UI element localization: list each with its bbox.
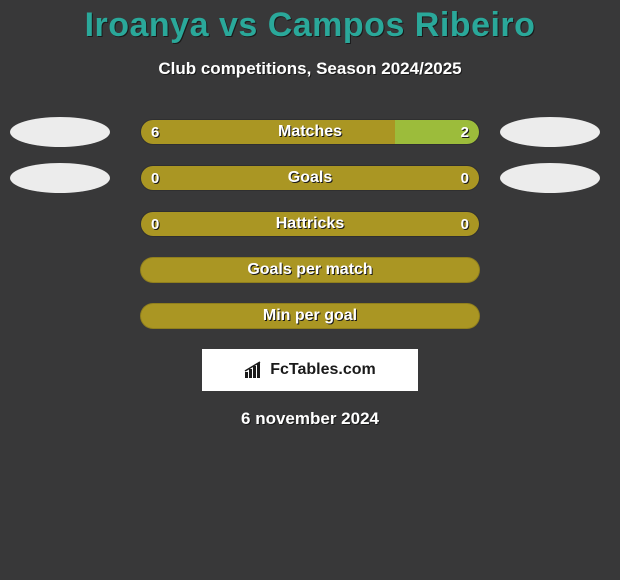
stat-row: 00Goals: [0, 165, 620, 191]
right-flag-icon: [500, 163, 600, 193]
page-title: Iroanya vs Campos Ribeiro: [0, 0, 620, 45]
left-value: 0: [151, 166, 159, 190]
stat-row: Min per goal: [0, 303, 620, 329]
subtitle: Club competitions, Season 2024/2025: [0, 59, 620, 79]
stat-row: Goals per match: [0, 257, 620, 283]
full-bar: Min per goal: [140, 303, 480, 329]
attribution-text: FcTables.com: [270, 361, 376, 379]
stat-rows: 62Matches00Goals00HattricksGoals per mat…: [0, 119, 620, 329]
split-bar: 62Matches: [140, 119, 480, 145]
left-flag-icon: [10, 117, 110, 147]
split-bar: 00Goals: [140, 165, 480, 191]
bar-left-segment: [141, 166, 479, 190]
split-bar: 00Hattricks: [140, 211, 480, 237]
right-value: 0: [461, 212, 469, 236]
comparison-infographic: Iroanya vs Campos Ribeiro Club competiti…: [0, 0, 620, 429]
stat-row: 62Matches: [0, 119, 620, 145]
right-value: 0: [461, 166, 469, 190]
stat-row: 00Hattricks: [0, 211, 620, 237]
bar-left-segment: [141, 212, 479, 236]
left-value: 6: [151, 120, 159, 144]
date-label: 6 november 2024: [0, 409, 620, 429]
right-value: 2: [461, 120, 469, 144]
bar-left-segment: [141, 120, 395, 144]
attribution-badge: FcTables.com: [202, 349, 418, 391]
right-flag-icon: [500, 117, 600, 147]
full-bar: Goals per match: [140, 257, 480, 283]
left-value: 0: [151, 212, 159, 236]
left-flag-icon: [10, 163, 110, 193]
chart-icon: [244, 361, 266, 379]
